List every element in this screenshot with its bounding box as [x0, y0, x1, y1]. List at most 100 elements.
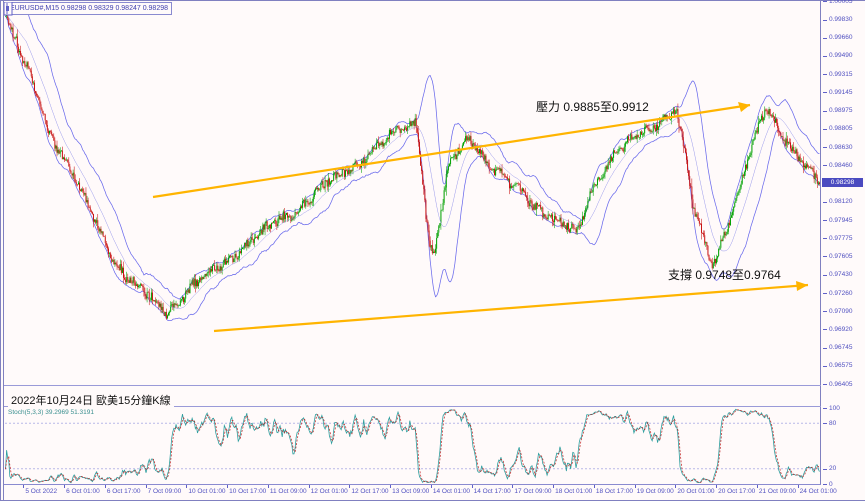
resistance-trendline[interactable] — [152, 102, 751, 199]
price-tick-label: 0.97430 — [829, 271, 853, 279]
price-chart-pane[interactable] — [5, 1, 820, 384]
time-tick-label: 6 Oct 01:00 — [66, 488, 100, 495]
price-tick-label: 0.98975 — [829, 107, 853, 115]
price-tick-mark — [823, 329, 827, 331]
time-tick-mark — [64, 485, 66, 488]
support-trendline[interactable] — [213, 281, 809, 333]
time-tick-label: 14 Oct 17:00 — [473, 488, 511, 495]
price-tick-label: 0.99145 — [829, 88, 853, 96]
time-tick-mark — [553, 485, 555, 488]
time-tick-mark — [471, 485, 473, 488]
time-tick-label: 7 Oct 09:00 — [147, 488, 182, 495]
time-tick-mark — [675, 485, 677, 488]
time-tick-label: 10 Oct 01:00 — [188, 488, 226, 495]
price-tick-mark — [823, 74, 827, 76]
time-tick-label: 19 Oct 09:00 — [636, 488, 674, 495]
time-tick-mark — [390, 485, 392, 488]
time-tick-mark — [267, 485, 269, 488]
time-tick-label: 13 Oct 09:00 — [392, 488, 430, 495]
price-tick-mark — [823, 1, 827, 2]
price-tick-mark — [823, 147, 827, 149]
price-tick-label: 0.96920 — [829, 325, 853, 333]
time-tick-label: 21 Oct 09:00 — [758, 488, 797, 495]
time-tick-mark — [634, 485, 636, 488]
symbol-quote-text: EURUSD#,M15 0.98298 0.98329 0.98247 0.98… — [10, 5, 169, 12]
price-tick-mark — [823, 55, 827, 57]
stochastic-signal-line — [5, 409, 820, 483]
price-tick-label: 0.99660 — [829, 34, 853, 42]
chart-left-axis-line — [3, 0, 4, 501]
price-tick-mark — [823, 311, 827, 313]
time-tick-mark — [349, 485, 351, 488]
time-tick-label: 20 Oct 01:00 — [677, 488, 715, 495]
price-tick-label: 0.97945 — [829, 216, 853, 224]
price-tick-label: 0.96745 — [829, 344, 853, 352]
candlestick-series — [5, 8, 820, 320]
stoch-tick-label: 100 — [829, 404, 840, 412]
price-axis[interactable]: 1.00005 0.99830 0.99660 0.99490 0.99315 0.991… — [821, 0, 865, 501]
price-tick-mark — [823, 274, 827, 276]
time-tick-mark — [593, 485, 595, 488]
price-tick-mark — [823, 37, 827, 39]
price-tick-mark — [823, 256, 827, 258]
price-tick-label: 0.98460 — [829, 161, 853, 169]
price-chart-svg — [5, 5, 820, 333]
time-tick-label: 11 Oct 09:00 — [269, 488, 307, 495]
last-price-tag: 0.98298 — [822, 178, 863, 188]
chart-right-axis-line — [820, 0, 821, 484]
bollinger-upper-band — [5, 5, 820, 300]
price-tick-label: 0.96405 — [829, 380, 853, 388]
time-tick-mark — [756, 485, 758, 488]
time-tick-mark — [430, 485, 432, 488]
stochastic-svg — [5, 408, 820, 484]
stochastic-main-line — [5, 408, 820, 484]
price-tick-mark — [823, 110, 827, 112]
price-tick-mark — [823, 128, 827, 130]
time-tick-label: 6 Oct 17:00 — [106, 488, 141, 495]
time-axis[interactable]: 5 Oct 2022 6 Oct 01:00 6 Oct 17:00 7 Oct 09… — [0, 485, 837, 501]
stoch-tick-label: 80 — [829, 419, 837, 427]
price-tick-label: 0.96575 — [829, 362, 853, 370]
resistance-annotation: 壓力 0.9885至0.9912 — [536, 100, 649, 114]
stoch-tick-label: 0 — [829, 480, 833, 488]
time-axis-line — [4, 484, 821, 485]
stoch-tick-mark — [823, 408, 827, 409]
price-tick-mark — [823, 384, 827, 385]
pane-separator-upper — [4, 385, 821, 386]
chart-title-label: 2022年10月24日 歐美15分鐘K線 — [8, 391, 174, 409]
time-tick-label: 24 Oct 01:00 — [799, 488, 837, 495]
time-tick-label: 17 Oct 09:00 — [514, 488, 552, 495]
time-tick-label: 18 Oct 01:00 — [555, 488, 593, 495]
time-tick-mark — [145, 485, 147, 488]
price-tick-label: 0.98805 — [829, 125, 853, 133]
price-tick-mark — [823, 220, 827, 222]
time-tick-mark — [186, 485, 188, 488]
time-tick-mark — [308, 485, 310, 488]
stochastic-pane[interactable] — [5, 408, 820, 484]
price-tick-label: 0.97605 — [829, 252, 853, 260]
price-tick-mark — [823, 165, 827, 167]
price-tick-mark — [823, 201, 827, 203]
time-tick-label: 12 Oct 01:00 — [310, 488, 348, 495]
support-annotation: 支撐 0.9748至0.9764 — [668, 268, 781, 282]
time-tick-label: 10 Oct 17:00 — [229, 488, 267, 495]
price-tick-label: 0.99830 — [829, 16, 853, 24]
time-tick-label: 20 Oct 17:00 — [718, 488, 756, 495]
window-border-top — [0, 0, 865, 1]
price-tick-mark — [823, 19, 827, 21]
price-tick-label: 0.97775 — [829, 234, 853, 242]
time-tick-mark — [512, 485, 514, 488]
price-tick-label: 0.97090 — [829, 307, 853, 315]
price-tick-mark — [823, 347, 827, 349]
stochastic-label: Stoch(5,3,3) 39.2969 51.3191 — [7, 409, 96, 416]
price-tick-mark — [823, 293, 827, 295]
time-tick-label: 12 Oct 17:00 — [351, 488, 389, 495]
time-tick-mark — [716, 485, 718, 488]
time-tick-label: 18 Oct 17:00 — [595, 488, 634, 495]
price-tick-mark — [823, 92, 827, 94]
candlestick-icon — [4, 2, 13, 16]
price-tick-label: 0.98120 — [829, 198, 853, 206]
moving-average-line — [5, 13, 820, 309]
time-tick-mark — [227, 485, 229, 488]
